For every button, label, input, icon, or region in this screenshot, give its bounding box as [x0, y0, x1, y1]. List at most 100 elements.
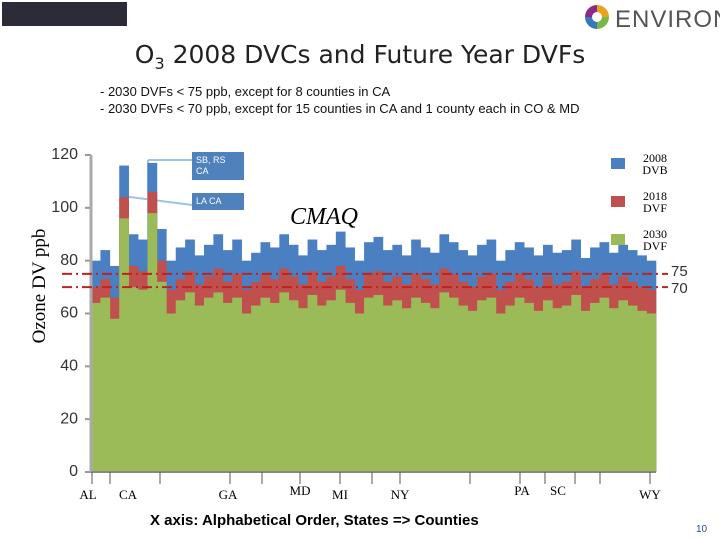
x-group-label: MI [332, 487, 348, 502]
bar [326, 300, 337, 472]
bar [533, 310, 544, 472]
legend-swatch [611, 158, 625, 169]
x-group-label: AL [79, 487, 96, 502]
bar [213, 292, 224, 472]
bar [204, 297, 214, 472]
x-group-label: PA [514, 483, 530, 498]
bar [222, 302, 233, 472]
legend-label: 2008 DVB [642, 151, 668, 177]
legend-label: 2018 DVF [642, 189, 667, 215]
bar [495, 313, 506, 472]
bar [335, 289, 346, 472]
legend-swatch [611, 196, 625, 207]
y-tick-label: 80 [60, 252, 78, 269]
x-group-label: NY [391, 487, 410, 502]
bar [552, 308, 563, 472]
reference-label: 75 [671, 263, 688, 280]
bar [524, 302, 534, 472]
bar [241, 313, 252, 472]
bar [382, 305, 393, 472]
annotation-box: LA CA [192, 193, 244, 210]
bar [561, 305, 572, 472]
brand: ENVIRON [615, 6, 720, 33]
image-strip [2, 2, 127, 26]
bar [345, 302, 355, 472]
bar [571, 295, 581, 472]
bar [166, 313, 177, 472]
y-tick-label: 0 [69, 463, 78, 480]
bar [430, 308, 440, 472]
bar [175, 300, 186, 472]
annotation: CMAQ [290, 204, 358, 230]
y-tick-label: 120 [51, 146, 78, 163]
bar [119, 218, 129, 472]
bar [260, 297, 271, 472]
bar [307, 295, 318, 472]
title-subscript: 3 [154, 54, 165, 73]
bar [486, 297, 497, 472]
bar [439, 292, 450, 472]
y-tick-label: 60 [60, 305, 78, 322]
legend-label: 2030 DVF [642, 227, 667, 253]
bar [543, 300, 553, 472]
bar [91, 302, 101, 472]
bar [420, 302, 431, 472]
bar [288, 300, 299, 472]
y-tick-label: 20 [60, 410, 78, 427]
x-group-label: WY [639, 487, 661, 502]
bar [580, 310, 591, 472]
title-text: 2008 DVCs and Future Year DVFs [172, 40, 586, 69]
x-group-label: CA [119, 487, 138, 502]
bar [392, 300, 403, 472]
bar [279, 292, 290, 472]
bar [251, 305, 261, 472]
bar [232, 297, 242, 472]
title-base: O [134, 40, 155, 69]
bar [269, 302, 280, 472]
bullet: - 2030 DVFs < 70 ppb, except for 15 coun… [100, 101, 580, 116]
bar [373, 295, 384, 472]
legend-swatch [611, 234, 625, 245]
bar [100, 297, 111, 472]
slide-title: O3 2008 DVCs and Future Year DVFs [0, 40, 720, 73]
bar [185, 292, 195, 472]
logo-mark [585, 5, 609, 29]
bar [505, 305, 516, 472]
bar [401, 308, 412, 472]
bullet: - 2030 DVFs < 75 ppb, except for 8 count… [100, 84, 391, 99]
x-group-label: SC [550, 483, 566, 498]
bar [646, 313, 657, 472]
bar [194, 305, 205, 472]
bar [354, 313, 365, 472]
bar [608, 308, 619, 472]
bar [298, 308, 308, 472]
bar [514, 297, 525, 472]
bar [618, 300, 629, 472]
y-tick-label: 40 [60, 358, 78, 375]
bar [317, 305, 327, 472]
x-group-label: MD [290, 483, 311, 498]
bar [448, 297, 459, 472]
bar [156, 281, 167, 472]
bar [467, 310, 478, 472]
bar [128, 287, 139, 472]
page-number: 10 [696, 524, 708, 535]
bar [138, 289, 148, 472]
bar [147, 213, 158, 472]
annotation-box: SB, RS CA [192, 152, 244, 180]
bar [590, 302, 600, 472]
bar [109, 318, 120, 472]
x-axis-title: X axis: Alphabetical Order, States => Co… [150, 512, 479, 529]
y-tick-label: 100 [51, 199, 78, 216]
x-group-label: GA [219, 487, 238, 502]
bar [599, 297, 610, 472]
bar [364, 297, 374, 472]
reference-label: 70 [671, 280, 688, 297]
bar [411, 297, 421, 472]
bar [637, 310, 647, 472]
bar [627, 305, 638, 472]
bar [458, 305, 468, 472]
bar [477, 300, 487, 472]
